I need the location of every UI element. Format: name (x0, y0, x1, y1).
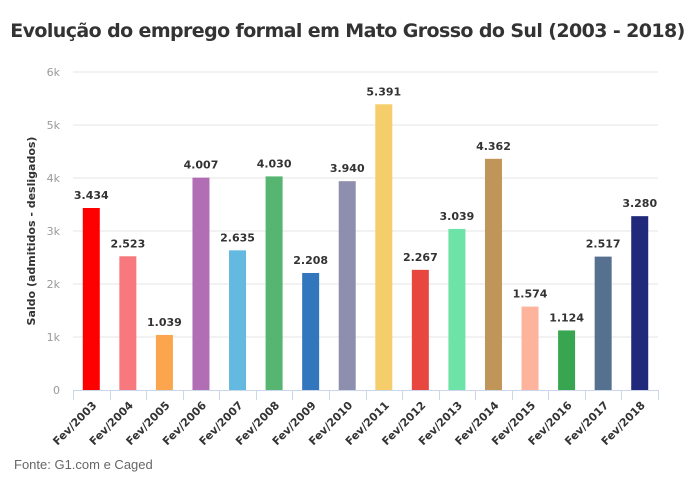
data-label: 1.574 (513, 288, 548, 301)
data-label: 2.208 (293, 254, 328, 267)
bar (631, 216, 649, 390)
bar (302, 272, 320, 390)
y-tick-label: 0 (53, 384, 60, 397)
y-tick-label: 5k (47, 119, 61, 132)
data-label: 3.940 (330, 162, 365, 175)
y-axis-ticks: 0 1k 2k 3k 4k 5k 6k (47, 66, 61, 397)
data-label: 3.434 (74, 189, 109, 202)
y-tick-label: 6k (47, 66, 61, 79)
data-label: 3.280 (622, 197, 657, 210)
y-tick-label: 1k (47, 331, 61, 344)
data-label: 4.030 (257, 157, 292, 170)
y-tick-label: 3k (47, 225, 61, 238)
x-axis-labels: Fev/2003Fev/2004Fev/2005Fev/2006Fev/2007… (50, 399, 647, 448)
bar (265, 176, 283, 390)
source-note: Fonte: G1.com e Caged (14, 457, 153, 472)
data-label: 1.039 (147, 316, 182, 329)
data-label: 4.362 (476, 140, 511, 153)
data-label: 2.517 (586, 238, 621, 251)
chart-title: Evolução do emprego formal em Mato Gross… (10, 20, 685, 42)
data-label: 3.039 (440, 210, 475, 223)
bar (594, 256, 612, 390)
bar (155, 334, 173, 390)
data-label: 4.007 (184, 159, 219, 172)
bar (448, 228, 466, 390)
bar (521, 306, 539, 390)
bar (82, 207, 100, 390)
bar (411, 269, 429, 390)
data-label: 5.391 (366, 85, 401, 98)
data-label: 2.267 (403, 251, 438, 264)
y-tick-label: 4k (47, 172, 61, 185)
gridlines (73, 71, 658, 338)
bar (119, 256, 137, 390)
bar (375, 104, 393, 390)
bar (558, 330, 576, 390)
y-tick-label: 2k (47, 278, 61, 291)
data-label: 2.523 (110, 237, 145, 250)
bar (484, 158, 502, 390)
data-label: 1.124 (549, 311, 584, 324)
bar (229, 250, 247, 390)
bars (82, 104, 649, 390)
bar (338, 181, 356, 390)
data-label: 2.635 (220, 231, 255, 244)
data-labels: 3.434 2.523 1.039 4.007 2.635 4.030 2.208 3.940… (74, 85, 658, 329)
x-axis (73, 390, 659, 400)
bar (192, 177, 210, 390)
y-axis-title: Saldo (admitidos - desligados) (25, 137, 38, 326)
